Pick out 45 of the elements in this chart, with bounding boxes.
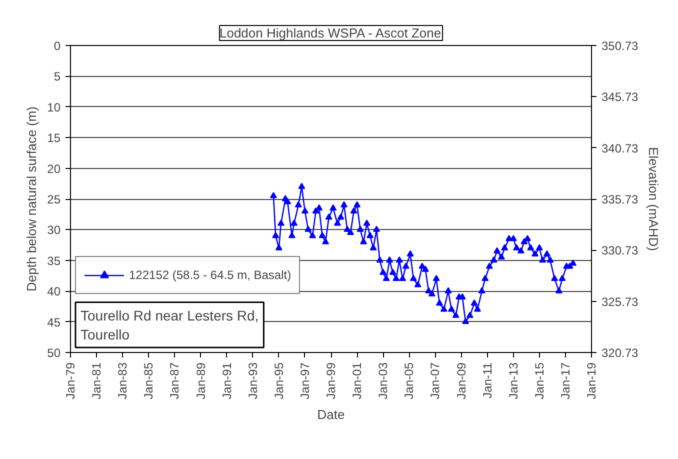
x-tick-label: Jan-91: [220, 362, 234, 400]
x-tick-label: Jan-09: [454, 362, 468, 400]
x-tick-label: Jan-89: [194, 362, 208, 400]
x-tick-label: Jan-15: [532, 362, 546, 400]
y2-tick-label: 350.73: [602, 39, 639, 53]
x-tick-label: Jan-07: [428, 362, 442, 400]
y-tick-label: 35: [47, 254, 61, 268]
y-tick-label: 5: [54, 70, 61, 84]
x-tick-label: Jan-13: [506, 362, 520, 400]
x-tick-label: Jan-85: [142, 362, 156, 400]
x-tick-label: Jan-19: [584, 362, 598, 400]
y-tick-label: 40: [47, 284, 61, 299]
x-tick-label: Jan-95: [272, 362, 286, 400]
y2-axis-title: Elevation (mAHD): [646, 146, 662, 252]
y-tick-label: 20: [47, 162, 61, 176]
y2-tick-label: 320.73: [602, 346, 639, 360]
annotation: Tourello Rd near Lesters Rd, Tourello: [80, 307, 259, 342]
legend-label: 122152 (58.5 - 64.5 m, Basalt): [129, 268, 292, 282]
y2-tick-label: 330.73: [602, 244, 639, 258]
x-tick-label: Jan-03: [376, 362, 390, 400]
y-tick-label: 25: [47, 192, 61, 206]
x-tick-label: Jan-11: [480, 362, 494, 398]
y2-tick-label: 335.73: [602, 192, 639, 206]
y-tick-label: 50: [47, 346, 61, 360]
y-tick-label: 0: [54, 39, 61, 53]
y2-tick-label: 340.73: [602, 141, 639, 156]
x-tick-label: Jan-05: [402, 362, 416, 400]
chart-title: Loddon Highlands WSPA - Ascot Zone: [219, 26, 442, 40]
x-tick-label: Jan-87: [168, 362, 182, 400]
x-tick-label: Jan-99: [324, 362, 338, 400]
y-axis-title: Depth below natural surface (m): [24, 106, 40, 292]
y2-tick-label: 325.73: [602, 294, 639, 309]
x-axis-title: Date: [317, 407, 345, 422]
x-tick-label: Jan-93: [246, 362, 260, 400]
x-tick-label: Jan-79: [64, 362, 78, 400]
x-tick-label: Jan-01: [350, 362, 364, 400]
y-tick-label: 30: [47, 223, 61, 238]
x-tick-label: Jan-97: [298, 362, 312, 400]
y2-tick-label: 345.73: [602, 90, 639, 104]
y-tick-label: 45: [47, 315, 61, 330]
y-tick-label: 15: [47, 131, 61, 146]
x-tick-label: Jan-17: [558, 362, 572, 400]
x-tick-label: Jan-81: [90, 362, 104, 400]
x-tick-label: Jan-83: [116, 362, 130, 400]
y-tick-label: 10: [47, 100, 61, 114]
